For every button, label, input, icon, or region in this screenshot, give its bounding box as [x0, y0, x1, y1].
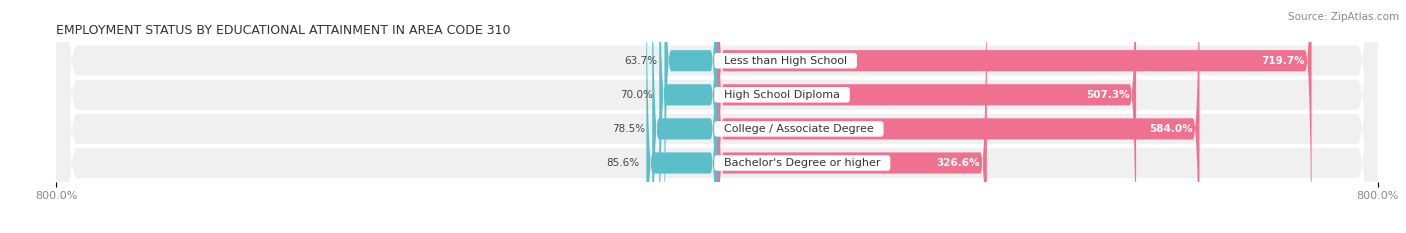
Text: 719.7%: 719.7%	[1261, 56, 1305, 66]
Text: College / Associate Degree: College / Associate Degree	[717, 124, 880, 134]
FancyBboxPatch shape	[56, 0, 1378, 233]
Text: 507.3%: 507.3%	[1085, 90, 1129, 100]
Text: 70.0%: 70.0%	[620, 90, 652, 100]
Text: 78.5%: 78.5%	[613, 124, 645, 134]
Text: High School Diploma: High School Diploma	[717, 90, 846, 100]
FancyBboxPatch shape	[652, 0, 717, 233]
Text: Source: ZipAtlas.com: Source: ZipAtlas.com	[1288, 12, 1399, 22]
FancyBboxPatch shape	[647, 0, 717, 233]
FancyBboxPatch shape	[659, 0, 717, 233]
FancyBboxPatch shape	[56, 0, 1378, 233]
Text: Less than High School: Less than High School	[717, 56, 855, 66]
FancyBboxPatch shape	[56, 0, 1378, 233]
Text: 326.6%: 326.6%	[936, 158, 980, 168]
Text: 584.0%: 584.0%	[1149, 124, 1192, 134]
FancyBboxPatch shape	[717, 0, 1312, 233]
Text: 85.6%: 85.6%	[606, 158, 640, 168]
Text: EMPLOYMENT STATUS BY EDUCATIONAL ATTAINMENT IN AREA CODE 310: EMPLOYMENT STATUS BY EDUCATIONAL ATTAINM…	[56, 24, 510, 37]
FancyBboxPatch shape	[56, 0, 1378, 233]
Text: 63.7%: 63.7%	[624, 56, 658, 66]
FancyBboxPatch shape	[665, 0, 717, 233]
FancyBboxPatch shape	[717, 0, 1136, 233]
Text: Bachelor's Degree or higher: Bachelor's Degree or higher	[717, 158, 887, 168]
FancyBboxPatch shape	[717, 0, 1199, 233]
FancyBboxPatch shape	[717, 0, 987, 233]
